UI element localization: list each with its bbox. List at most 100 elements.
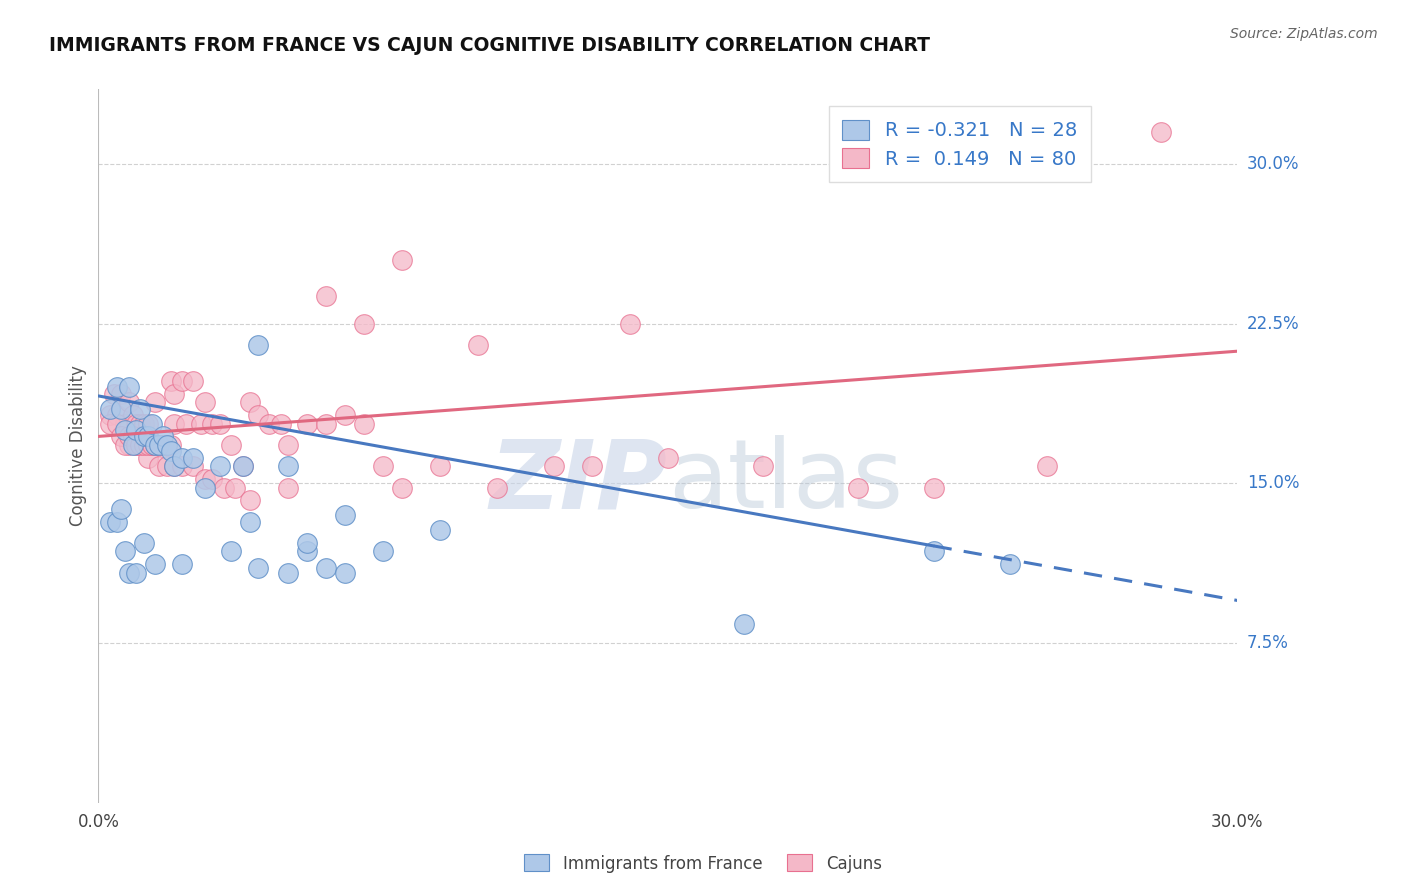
Point <box>107 515 129 529</box>
Point <box>132 536 155 550</box>
Point <box>141 438 163 452</box>
Point <box>107 417 129 431</box>
Point <box>110 501 132 516</box>
Point <box>315 289 337 303</box>
Point <box>136 429 159 443</box>
Point <box>121 429 143 443</box>
Point <box>194 395 217 409</box>
Point <box>114 544 136 558</box>
Point <box>277 438 299 452</box>
Point <box>145 438 167 452</box>
Point <box>145 438 167 452</box>
Point <box>224 481 246 495</box>
Point <box>125 566 148 580</box>
Point <box>156 438 179 452</box>
Text: Source: ZipAtlas.com: Source: ZipAtlas.com <box>1230 27 1378 41</box>
Legend: R = -0.321   N = 28, R =  0.149   N = 80: R = -0.321 N = 28, R = 0.149 N = 80 <box>828 106 1091 182</box>
Point <box>277 566 299 580</box>
Point <box>190 417 212 431</box>
Point <box>429 523 451 537</box>
Point <box>619 317 641 331</box>
Point <box>159 444 181 458</box>
Point <box>239 395 262 409</box>
Point <box>118 395 141 409</box>
Point <box>277 459 299 474</box>
Point <box>98 408 121 422</box>
Point <box>335 408 357 422</box>
Point <box>208 459 231 474</box>
Point <box>315 417 337 431</box>
Point <box>156 459 179 474</box>
Point <box>107 408 129 422</box>
Point <box>846 481 869 495</box>
Point <box>353 317 375 331</box>
Point <box>156 438 179 452</box>
Point <box>1150 125 1173 139</box>
Point <box>543 459 565 474</box>
Point <box>239 515 262 529</box>
Legend: Immigrants from France, Cajuns: Immigrants from France, Cajuns <box>517 847 889 880</box>
Point <box>98 515 121 529</box>
Point <box>125 438 148 452</box>
Point <box>114 438 136 452</box>
Point <box>118 438 141 452</box>
Point <box>114 423 136 437</box>
Point <box>270 417 292 431</box>
Point <box>297 544 319 558</box>
Y-axis label: Cognitive Disability: Cognitive Disability <box>69 366 87 526</box>
Point <box>429 459 451 474</box>
Point <box>998 558 1021 572</box>
Point <box>103 386 125 401</box>
Point <box>201 472 224 486</box>
Point <box>201 417 224 431</box>
Point <box>733 616 755 631</box>
Point <box>1036 459 1059 474</box>
Point <box>148 438 170 452</box>
Point <box>121 408 143 422</box>
Point <box>125 423 148 437</box>
Point <box>159 374 181 388</box>
Point <box>391 252 413 267</box>
Point <box>246 408 269 422</box>
Point <box>148 459 170 474</box>
Point <box>145 395 167 409</box>
Point <box>152 438 174 452</box>
Point <box>121 438 143 452</box>
Point <box>335 508 357 523</box>
Point <box>194 472 217 486</box>
Point <box>315 561 337 575</box>
Point <box>371 459 394 474</box>
Point <box>163 459 186 474</box>
Point <box>114 417 136 431</box>
Point <box>132 429 155 443</box>
Point <box>246 561 269 575</box>
Point <box>246 338 269 352</box>
Point <box>141 417 163 431</box>
Point <box>335 566 357 580</box>
Point <box>297 536 319 550</box>
Point <box>353 417 375 431</box>
Point <box>129 438 152 452</box>
Point <box>107 380 129 394</box>
Point <box>118 566 141 580</box>
Point <box>657 450 679 465</box>
Point <box>163 386 186 401</box>
Point <box>148 438 170 452</box>
Point <box>110 401 132 416</box>
Text: ZIP: ZIP <box>489 435 668 528</box>
Text: IMMIGRANTS FROM FRANCE VS CAJUN COGNITIVE DISABILITY CORRELATION CHART: IMMIGRANTS FROM FRANCE VS CAJUN COGNITIV… <box>49 36 931 54</box>
Point <box>141 438 163 452</box>
Point <box>170 450 193 465</box>
Point <box>110 429 132 443</box>
Point <box>174 417 197 431</box>
Point <box>259 417 281 431</box>
Point <box>170 459 193 474</box>
Point <box>467 338 489 352</box>
Point <box>922 544 945 558</box>
Point <box>212 481 235 495</box>
Point <box>277 481 299 495</box>
Point <box>136 417 159 431</box>
Point <box>110 386 132 401</box>
Point <box>297 417 319 431</box>
Point <box>98 417 121 431</box>
